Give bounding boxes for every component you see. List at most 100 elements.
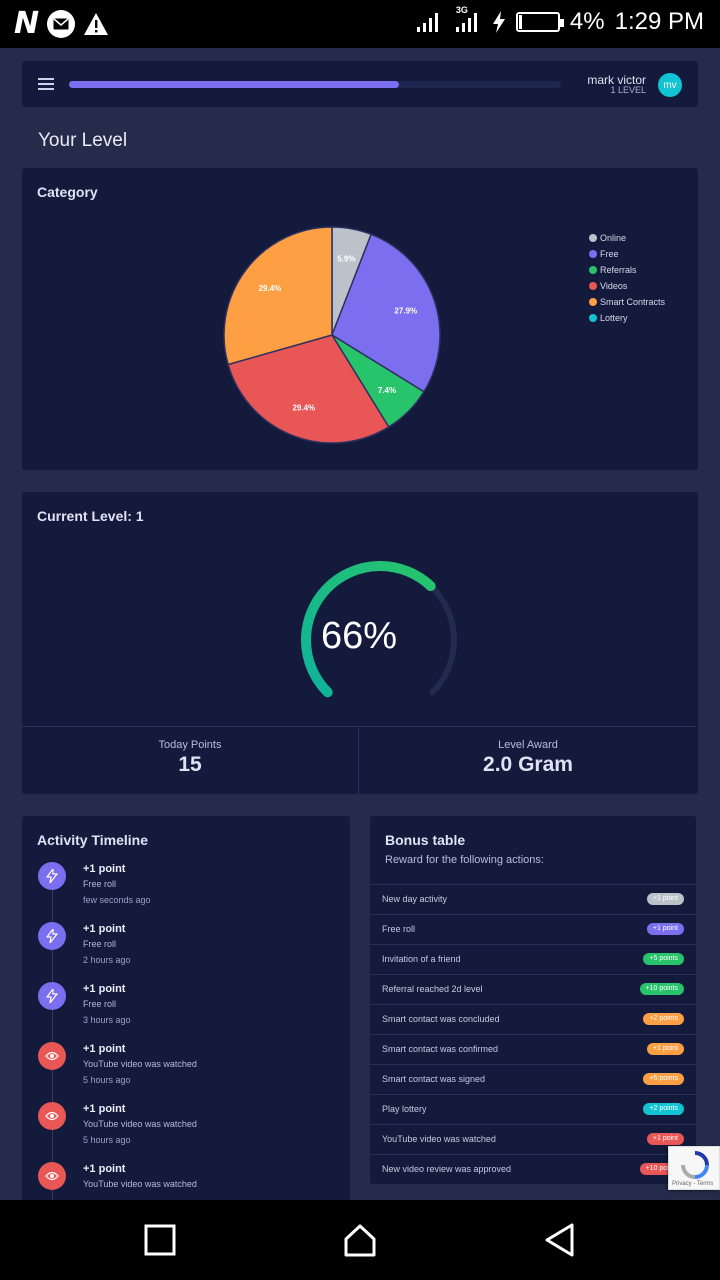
bonus-row: Smart contact was confirmed +1 point: [370, 1034, 696, 1064]
timeline-item: +1 point YouTube video was watched 5 hours…: [38, 1102, 338, 1160]
bolt-icon: [38, 862, 66, 890]
bonus-row: Play lottery +2 points: [370, 1094, 696, 1124]
legend-item[interactable]: Smart Contracts: [589, 294, 665, 310]
bonus-title: Bonus table: [385, 832, 466, 848]
stat-value: 15: [178, 753, 202, 776]
timeline-item-time: 3 hours ago: [83, 1015, 131, 1025]
bonus-row: Free roll +1 point: [370, 914, 696, 944]
level-gauge: [301, 561, 457, 698]
timeline-line: [52, 874, 53, 1204]
user-info[interactable]: mark victor 1 LEVEL: [587, 74, 646, 95]
recaptcha-text: Privacy - Terms: [672, 1181, 714, 1187]
recaptcha-icon: [681, 1151, 709, 1179]
pie-data-label: 29.4%: [292, 403, 315, 412]
bonus-row: Smart contact was signed +5 points: [370, 1064, 696, 1094]
bonus-badge: +2 points: [643, 1013, 684, 1025]
legend-dot-icon: [589, 266, 597, 274]
status-bar: N 3G 4% 1:29 PM: [0, 0, 720, 48]
timeline-item-title: +1 point: [83, 923, 126, 935]
bonus-row: YouTube video was watched +1 point: [370, 1124, 696, 1154]
legend-label: Referrals: [600, 265, 637, 275]
bonus-badge: +1 point: [646, 893, 684, 905]
pie-slice-free[interactable]: [331, 233, 441, 393]
legend-dot-icon: [589, 314, 597, 322]
timeline-item-time: 5 hours ago: [83, 1075, 131, 1085]
legend-dot-icon: [589, 282, 597, 290]
legend-label: Videos: [600, 281, 628, 291]
charging-icon: [492, 11, 505, 33]
bolt-icon: [38, 922, 66, 950]
timeline-item: +1 point YouTube video was watched: [38, 1162, 338, 1216]
timeline-item-title: +1 point: [83, 1103, 126, 1115]
home-icon[interactable]: [342, 1222, 378, 1258]
bonus-badge: +5 points: [643, 953, 684, 965]
timeline-item-title: +1 point: [83, 983, 126, 995]
square-icon[interactable]: [142, 1222, 178, 1258]
timeline-item-time: 5 hours ago: [83, 1135, 131, 1145]
timeline-item-desc: YouTube video was watched: [83, 1059, 197, 1069]
pie-legend: Online Free Referrals Videos Smart Contracts…: [589, 230, 665, 326]
user-name: mark victor: [587, 73, 646, 87]
stat-label: Level Award: [498, 739, 558, 751]
legend-label: Free: [600, 249, 619, 259]
timeline-item: +1 point YouTube video was watched 5 hours…: [38, 1042, 338, 1100]
bonus-row-label: New video review was approved: [382, 1164, 512, 1174]
back-triangle-icon[interactable]: [542, 1222, 578, 1258]
timeline-title: Activity Timeline: [37, 832, 149, 848]
category-card-title: Category: [37, 184, 98, 200]
gauge-fill: [301, 561, 436, 698]
legend-dot-icon: [589, 298, 597, 306]
eye-icon: [38, 1102, 66, 1130]
legend-item[interactable]: Online: [589, 230, 665, 246]
category-card: Category 5.9% 27.9% 7.4% 29.4% 29.4% Online F…: [22, 168, 698, 470]
pie-data-label: 27.9%: [394, 306, 417, 315]
user-level: 1 LEVEL: [610, 85, 646, 95]
pie-data-label: 7.4%: [378, 386, 396, 395]
legend-label: Online: [600, 233, 627, 243]
legend-dot-icon: [589, 234, 597, 242]
bonus-row-label: Smart contact was concluded: [382, 1014, 500, 1024]
page-title: Your Level: [38, 130, 128, 151]
bonus-row-label: Invitation of a friend: [382, 954, 461, 964]
timeline-item-desc: Free roll: [83, 879, 117, 889]
legend-item[interactable]: Referrals: [589, 262, 665, 278]
bonus-row: Smart contact was concluded +2 points: [370, 1004, 696, 1034]
signal-icon: [416, 13, 438, 32]
stat-value: 2.0 Gram: [483, 753, 573, 776]
timeline-item-title: +1 point: [83, 1163, 126, 1175]
bonus-row: New video review was approved +10 points: [370, 1154, 696, 1184]
legend-item[interactable]: Videos: [589, 278, 665, 294]
recaptcha-badge[interactable]: Privacy - Terms: [668, 1146, 720, 1190]
bonus-row-label: New day activity: [382, 894, 448, 904]
legend-item[interactable]: Lottery: [589, 310, 665, 326]
bolt-icon: [38, 982, 66, 1010]
pie-slice-smart-contracts[interactable]: [223, 226, 333, 366]
eye-icon: [38, 1162, 66, 1190]
legend-item[interactable]: Free: [589, 246, 665, 262]
level-progress-bar: [69, 81, 561, 88]
battery-icon: [515, 12, 564, 32]
pie-slice-videos[interactable]: [227, 334, 390, 444]
level-award-stat: Level Award 2.0 Gram: [360, 726, 696, 794]
pie-data-label: 5.9%: [337, 255, 355, 264]
bonus-row-label: Free roll: [382, 924, 416, 934]
bonus-badge: +1 point: [646, 1043, 684, 1055]
n-logo-icon: N: [14, 6, 40, 41]
clock: 1:29 PM: [614, 8, 704, 35]
bonus-table-card: Bonus table Reward for the following act…: [370, 816, 696, 1184]
avatar[interactable]: mv: [658, 73, 682, 97]
bonus-badge: +1 point: [646, 923, 684, 935]
bonus-subtitle: Reward for the following actions:: [385, 854, 544, 866]
bonus-row: Referral reached 2d level +10 points: [370, 974, 696, 1004]
bonus-row: New day activity +1 point: [370, 884, 696, 914]
pie-data-label: 29.4%: [259, 284, 282, 293]
network-3g-icon: 3G: [452, 5, 482, 33]
timeline-item: +1 point Free roll few seconds ago: [38, 862, 338, 920]
bonus-badge: +1 point: [646, 1133, 684, 1145]
timeline-item: +1 point Free roll 2 hours ago: [38, 922, 338, 980]
stat-label: Today Points: [158, 739, 222, 751]
bonus-badge: +10 points: [639, 983, 684, 995]
hamburger-menu-icon[interactable]: [38, 78, 54, 90]
current-level-card: Current Level: 1 66% Today Points 15 Lev…: [22, 492, 698, 794]
legend-dot-icon: [589, 250, 597, 258]
